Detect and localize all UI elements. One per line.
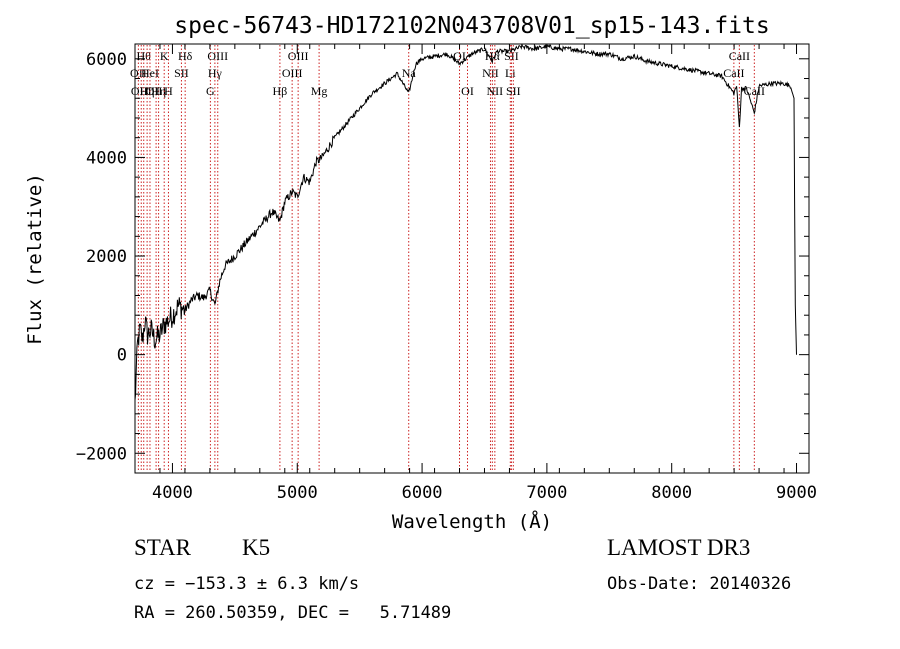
line-marker-layer: OIIOIIIHθHηHeIOIIIHηKHSIIHδGHγOIIIHβOIII… [130,45,765,472]
line-marker-label: G [206,84,215,98]
line-marker-label: CaII [729,49,750,63]
x-tick-label: 8000 [651,483,692,503]
y-axis-label: Flux (relative) [24,173,46,345]
line-marker-label: HeI [141,66,159,80]
line-marker-label: OIII [288,49,309,63]
line-marker-label: OIII [146,84,167,98]
plot-frame [134,43,810,474]
x-axis-label: Wavelength (Å) [392,510,552,533]
line-marker-label: Hη [140,84,155,98]
line-marker-label: Hβ [273,84,288,98]
line-marker-label: K [160,49,169,63]
line-marker-label: Na [402,66,417,80]
line-marker-label: OI [453,49,466,63]
y-tick-label: 2000 [86,247,127,267]
line-marker-label: OI [461,84,474,98]
y-tick-label: 0 [117,346,127,366]
x-tick-label: 9000 [776,483,817,503]
axis-ticks: 4000 5000 6000 7000 8000 9000 −2000 0 2000 4000 60… [76,44,817,503]
line-marker-label: NII [482,66,499,80]
y-tick-label: 6000 [86,50,127,70]
line-marker-label: Hδ [178,49,193,63]
x-tick-label: 5000 [277,483,318,503]
line-marker-label: Li [505,66,516,80]
flux-series-line [134,43,797,401]
line-marker-label: CaII [723,66,744,80]
line-marker-label: SII [506,84,521,98]
line-marker-label: OIII [282,66,303,80]
line-marker-label: OIII [131,84,152,98]
x-tick-label: 4000 [152,483,193,503]
line-marker-label: H [164,84,173,98]
line-marker-label: OIII [207,49,228,63]
chart-title: spec-56743-HD172102N043708V01_sp15-143.f… [174,13,769,39]
x-tick-label: 7000 [526,483,567,503]
line-marker-label: SII [174,66,189,80]
line-marker-label: Mg [311,84,328,98]
line-marker-label: Hη [151,84,166,98]
line-marker-label: Hα [485,49,501,63]
line-marker-label: NII [487,84,504,98]
y-tick-label: −2000 [76,444,127,464]
y-tick-label: 4000 [86,148,127,168]
line-marker-label: OII [130,66,147,80]
line-marker-label: Hγ [208,66,223,80]
line-marker-label: Hθ [137,49,152,63]
x-tick-label: 6000 [402,483,443,503]
